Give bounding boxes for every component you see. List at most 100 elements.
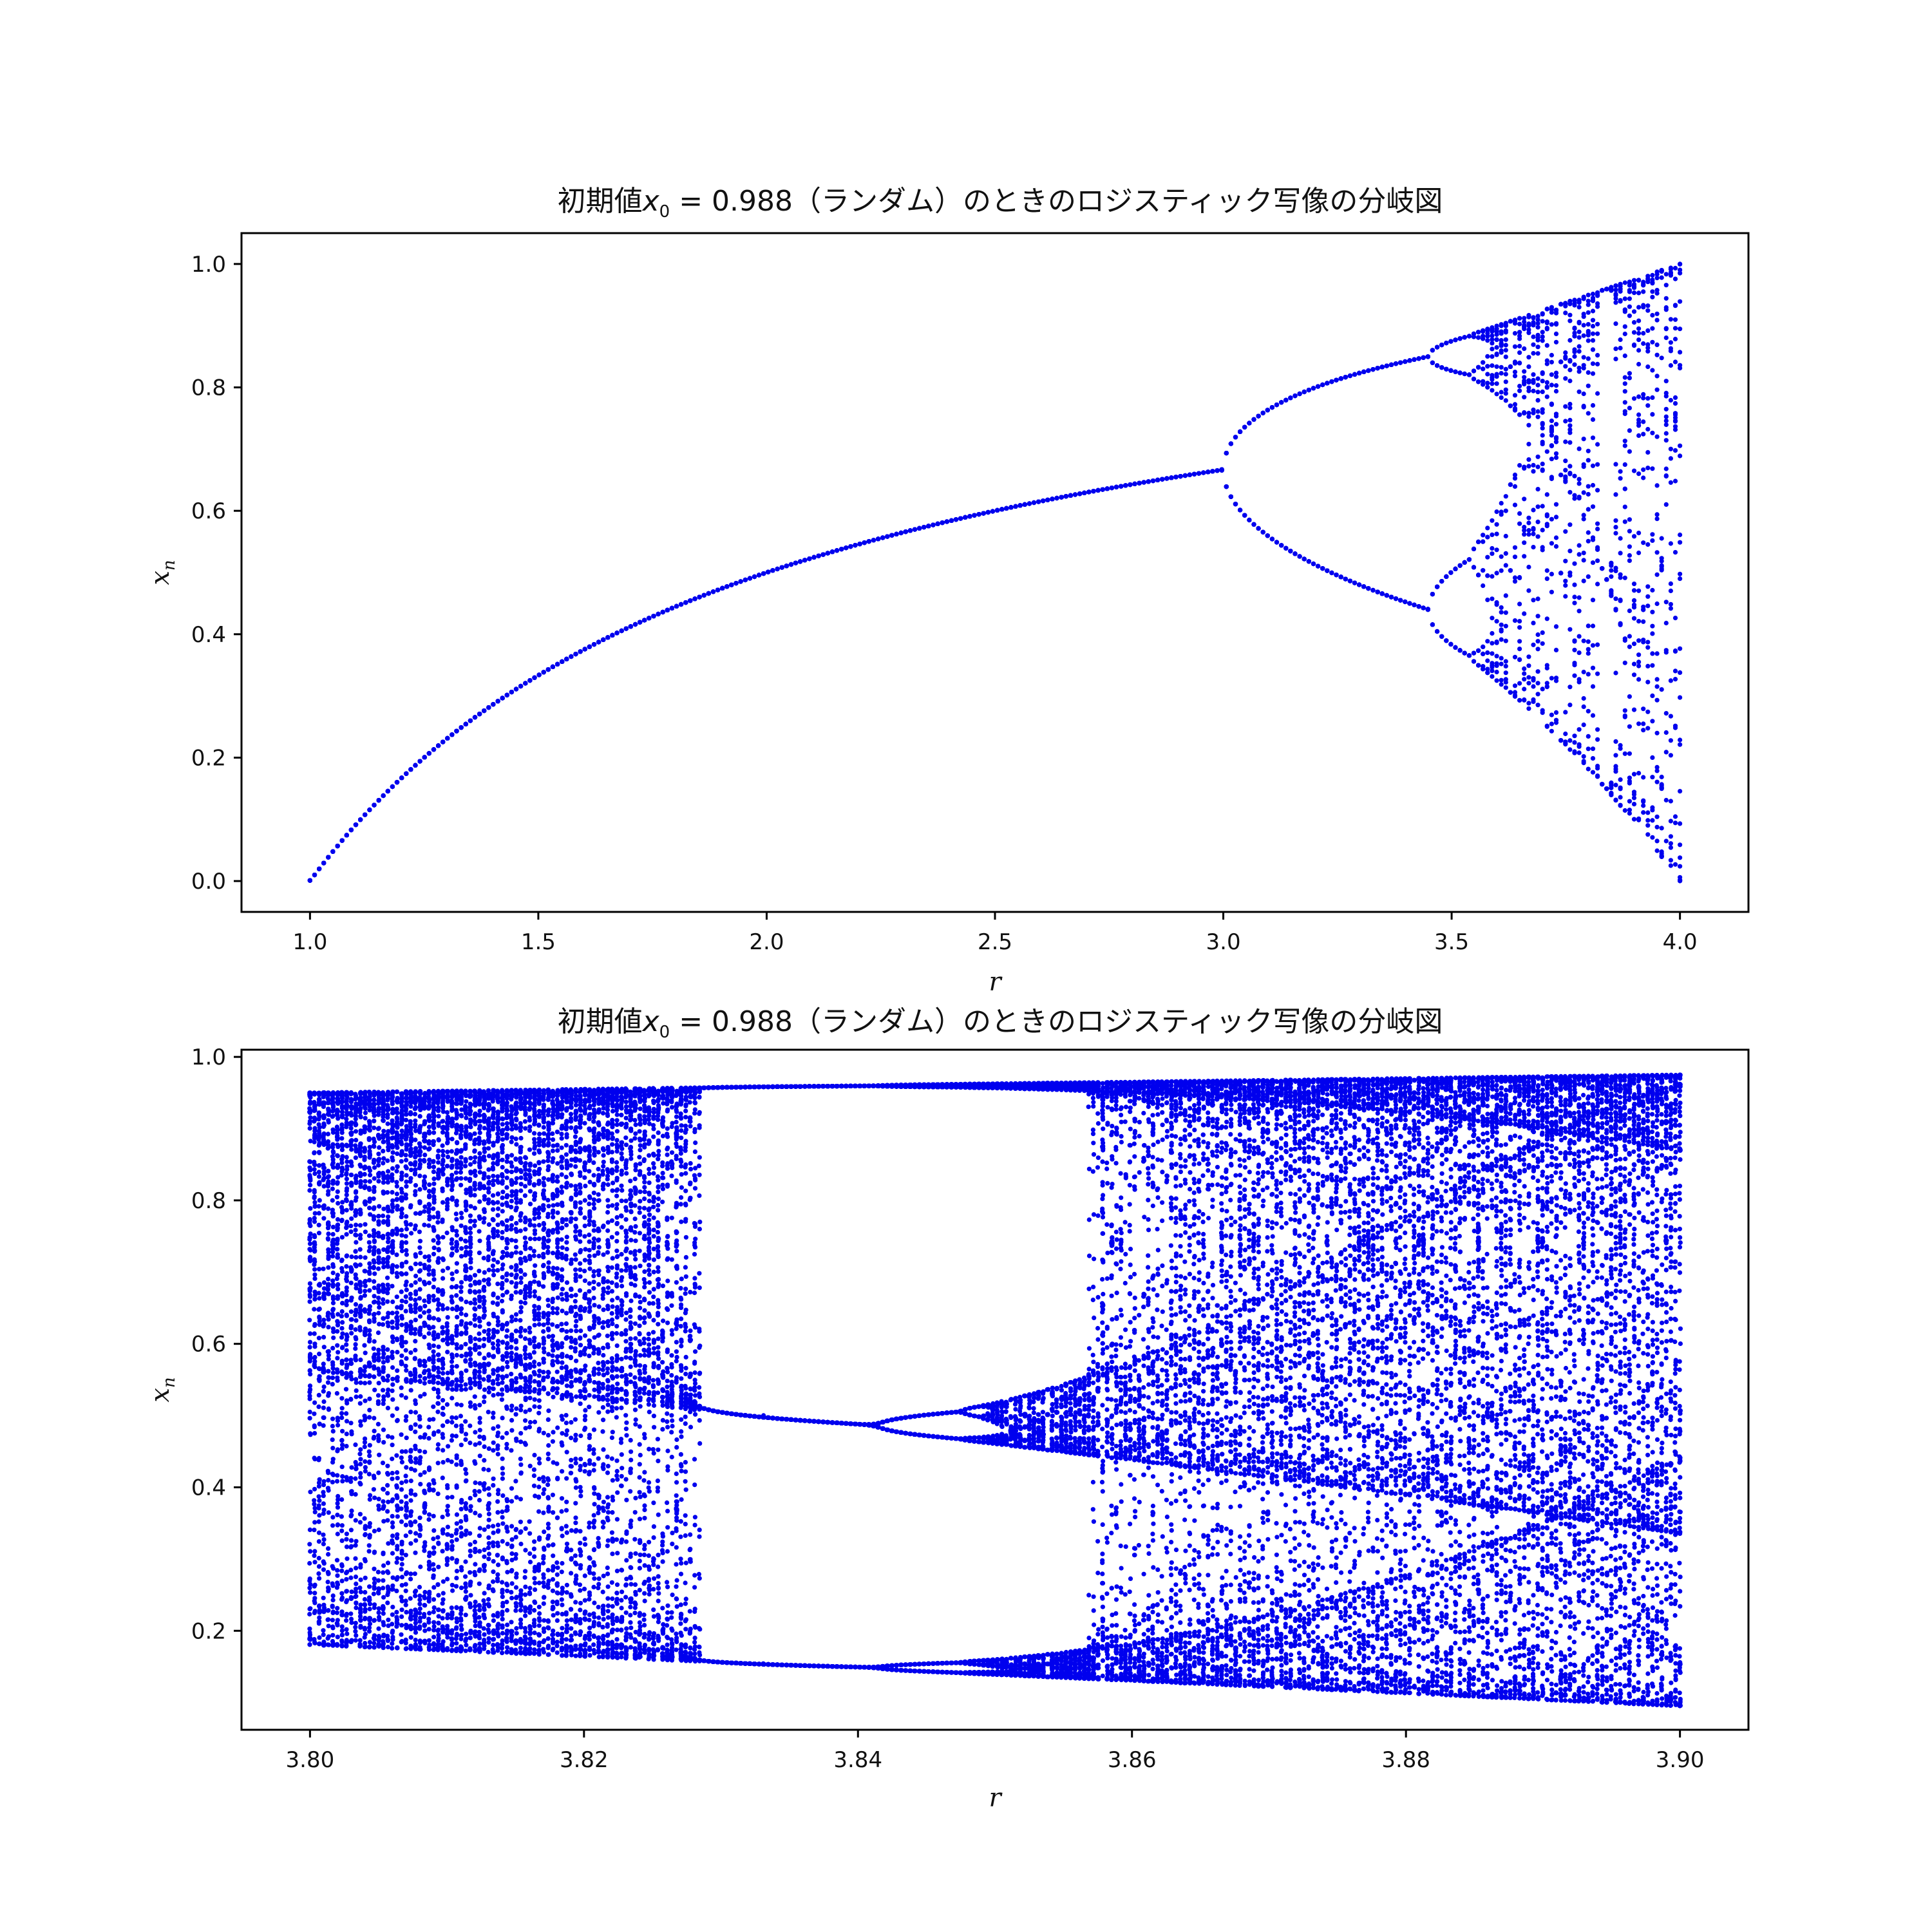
data-point bbox=[986, 510, 990, 515]
data-point bbox=[830, 549, 835, 554]
data-point bbox=[527, 678, 532, 683]
data-point bbox=[336, 844, 340, 848]
data-point bbox=[752, 574, 757, 579]
data-point bbox=[605, 635, 610, 639]
data-point bbox=[358, 817, 363, 822]
data-point bbox=[1013, 504, 1018, 509]
data-point bbox=[899, 531, 904, 535]
data-point bbox=[592, 642, 596, 647]
data-point bbox=[349, 828, 354, 832]
data-point bbox=[839, 547, 844, 551]
data-point bbox=[798, 559, 802, 564]
data-point bbox=[926, 524, 931, 528]
data-point bbox=[789, 562, 793, 567]
data-point bbox=[596, 639, 601, 644]
data-point bbox=[826, 551, 830, 555]
data-point bbox=[546, 667, 551, 672]
data-point bbox=[811, 555, 816, 560]
data-point bbox=[679, 602, 683, 607]
data-point bbox=[500, 696, 505, 700]
data-point bbox=[775, 567, 780, 571]
data-point bbox=[614, 630, 619, 635]
data-point bbox=[963, 515, 967, 520]
data-point bbox=[889, 533, 894, 538]
data-point bbox=[871, 538, 876, 542]
data-point bbox=[697, 595, 702, 600]
data-point bbox=[880, 535, 885, 540]
data-point bbox=[491, 702, 495, 706]
data-point bbox=[954, 517, 958, 522]
data-point bbox=[936, 522, 940, 526]
data-point bbox=[386, 789, 390, 793]
data-point bbox=[642, 618, 647, 622]
data-point bbox=[404, 772, 408, 776]
data-point bbox=[345, 833, 349, 837]
data-point bbox=[688, 598, 692, 603]
data-point bbox=[330, 849, 335, 854]
data-point bbox=[647, 616, 651, 620]
data-point bbox=[408, 767, 413, 772]
data-point bbox=[496, 699, 500, 703]
data-point bbox=[390, 784, 395, 789]
data-point bbox=[633, 622, 638, 627]
data-point bbox=[354, 822, 358, 827]
data-point bbox=[908, 528, 913, 533]
data-point bbox=[624, 627, 629, 631]
data-point bbox=[518, 684, 523, 688]
data-point bbox=[913, 527, 917, 532]
data-point bbox=[715, 588, 720, 592]
data-point bbox=[940, 520, 945, 525]
data-point bbox=[395, 780, 399, 784]
data-point bbox=[560, 659, 564, 664]
data-point bbox=[683, 600, 688, 605]
data-point bbox=[381, 793, 386, 798]
data-point bbox=[551, 665, 555, 669]
data-point bbox=[958, 516, 963, 521]
data-point bbox=[537, 672, 542, 677]
data-point bbox=[377, 798, 381, 802]
data-point bbox=[486, 705, 491, 710]
data-point bbox=[454, 729, 459, 734]
data-point bbox=[464, 722, 468, 726]
data-point bbox=[468, 719, 473, 723]
data-point bbox=[372, 803, 376, 808]
data-point bbox=[711, 589, 715, 594]
data-point bbox=[564, 657, 569, 661]
data-point bbox=[308, 878, 312, 883]
data-point bbox=[399, 775, 404, 780]
data-point bbox=[459, 725, 464, 730]
data-point bbox=[422, 755, 427, 759]
data-point bbox=[977, 512, 981, 516]
data-point bbox=[638, 620, 642, 625]
data-point bbox=[367, 808, 372, 812]
data-point bbox=[858, 542, 862, 546]
data-point bbox=[734, 581, 738, 585]
data-point bbox=[802, 558, 807, 562]
data-point bbox=[729, 583, 734, 587]
data-point bbox=[509, 690, 514, 694]
data-point bbox=[326, 855, 330, 860]
data-point bbox=[670, 606, 674, 611]
data-point bbox=[702, 593, 706, 598]
data-point bbox=[583, 647, 587, 651]
data-point bbox=[436, 743, 440, 748]
data-point bbox=[949, 518, 954, 523]
chart-1-points bbox=[308, 261, 1682, 883]
data-point bbox=[692, 596, 697, 601]
data-point bbox=[629, 624, 633, 629]
data-point bbox=[894, 532, 898, 536]
data-point bbox=[1004, 506, 1009, 511]
data-point bbox=[757, 573, 761, 577]
data-point bbox=[427, 751, 431, 755]
data-point bbox=[445, 736, 450, 741]
data-point bbox=[601, 638, 605, 642]
data-point bbox=[807, 556, 811, 561]
data-point bbox=[450, 732, 454, 737]
data-point bbox=[853, 543, 857, 547]
data-point bbox=[321, 861, 326, 866]
data-point bbox=[1018, 503, 1023, 507]
data-point bbox=[844, 545, 848, 550]
data-point bbox=[922, 525, 926, 529]
data-point bbox=[904, 529, 908, 534]
